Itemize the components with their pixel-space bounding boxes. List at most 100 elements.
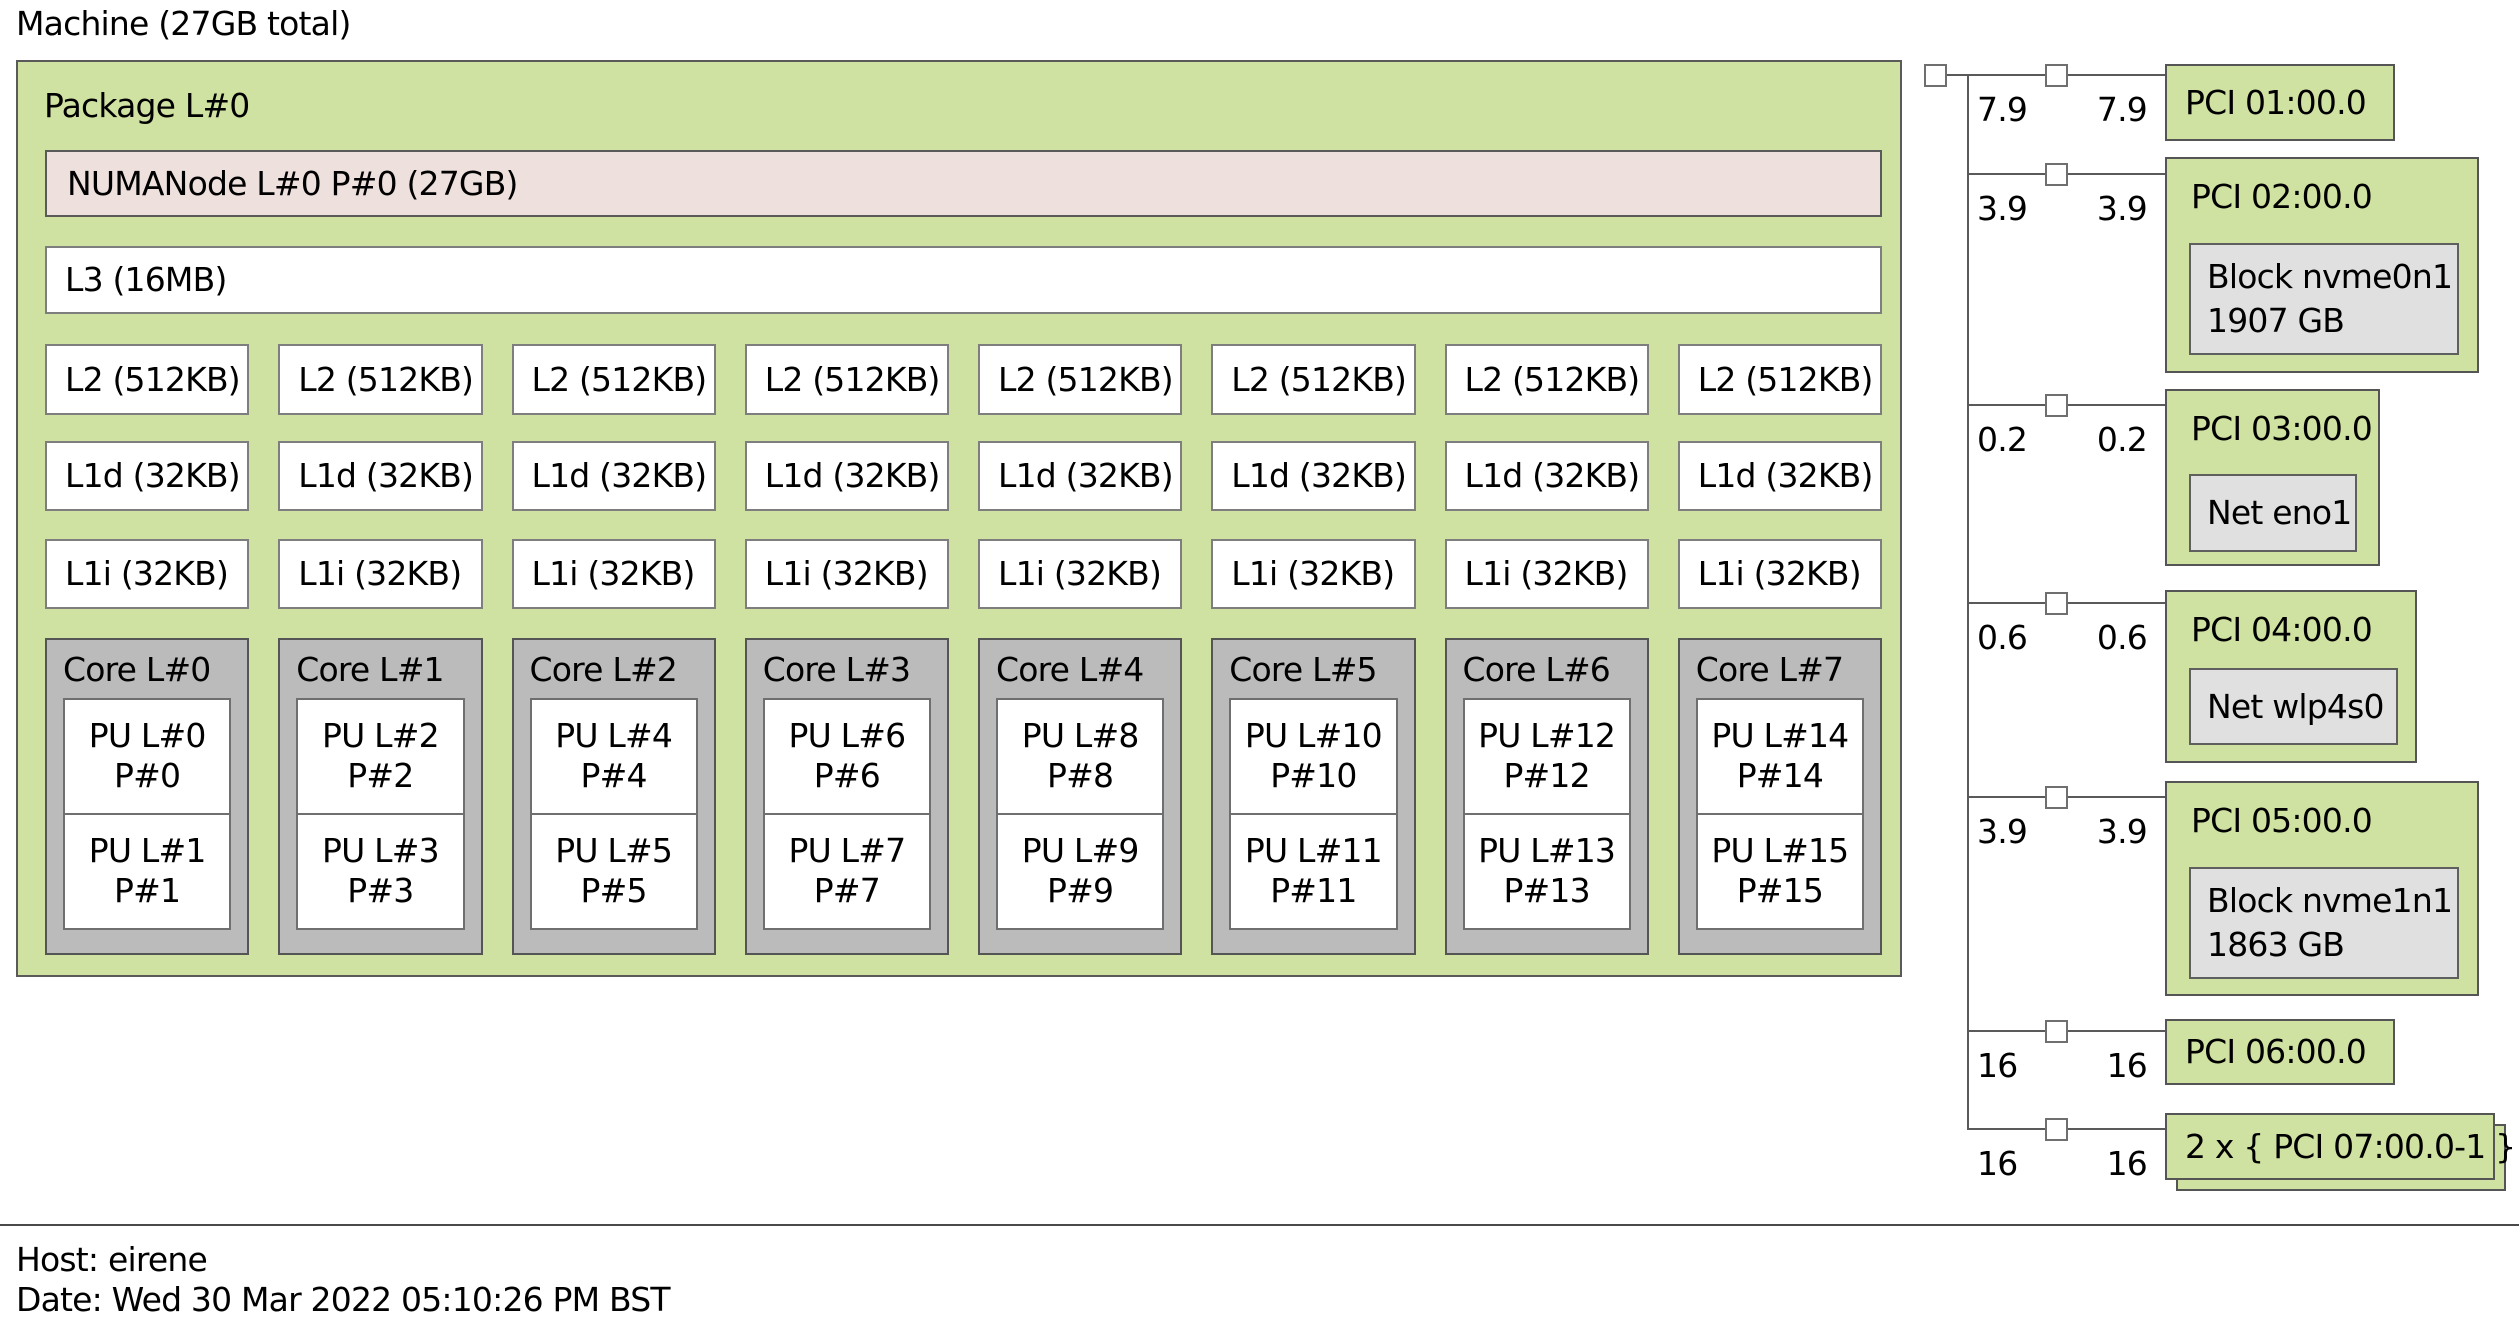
l2-cache-box: L2 (512KB) bbox=[45, 344, 250, 415]
block-device-box: Block nvme1n1 1863 GB bbox=[2189, 867, 2459, 979]
l1i-cache-box: L1i (32KB) bbox=[45, 539, 250, 609]
bridge-connector-line bbox=[1947, 74, 1969, 76]
legend-host: Host: eirene bbox=[16, 1240, 208, 1279]
l1d-cache-box: L1d (32KB) bbox=[45, 441, 250, 511]
pu-stack: PU L#8 P#8 PU L#9 P#9 bbox=[996, 698, 1165, 930]
legend-separator-line bbox=[0, 1224, 2519, 1226]
machine-title: Machine (27GB total) bbox=[16, 4, 351, 43]
link-speed: 16 bbox=[2106, 1046, 2148, 1085]
pu-box: PU L#13 P#13 bbox=[1462, 813, 1631, 930]
pu-box: PU L#6 P#6 bbox=[762, 698, 931, 815]
pci-device-box: PCI 03:00.0 Net eno1 bbox=[2165, 389, 2380, 566]
l1i-cache-box: L1i (32KB) bbox=[511, 539, 716, 609]
pu-box: PU L#11 P#11 bbox=[1229, 813, 1398, 930]
l1i-cache-box: L1i (32KB) bbox=[1444, 539, 1649, 609]
pci-bridge-square bbox=[2045, 786, 2068, 809]
l1i-cache-box: L1i (32KB) bbox=[744, 539, 949, 609]
l2-cache-box: L2 (512KB) bbox=[744, 344, 949, 415]
numa-node-box: NUMANode L#0 P#0 (27GB) bbox=[45, 150, 1882, 217]
link-speed: 3.9 bbox=[1977, 189, 2028, 228]
link-speed: 16 bbox=[1977, 1046, 2018, 1085]
pci-device-box: PCI 04:00.0 Net wlp4s0 bbox=[2165, 590, 2417, 763]
pu-box: PU L#10 P#10 bbox=[1229, 698, 1398, 815]
core-row: Core L#0 PU L#0 P#0 PU L#1 P#1 Core L#1 PU… bbox=[45, 638, 1882, 955]
core-box: Core L#5 PU L#10 P#10 PU L#11 P#11 bbox=[1211, 638, 1416, 955]
pu-stack: PU L#14 P#14 PU L#15 P#15 bbox=[1695, 698, 1864, 930]
core-box: Core L#6 PU L#12 P#12 PU L#13 P#13 bbox=[1444, 638, 1649, 955]
pu-box: PU L#14 P#14 bbox=[1695, 698, 1864, 815]
pu-stack: PU L#12 P#12 PU L#13 P#13 bbox=[1462, 698, 1631, 930]
net-device-box: Net wlp4s0 bbox=[2189, 668, 2398, 745]
pci-bridge-square bbox=[2045, 394, 2068, 417]
link-speed: 0.6 bbox=[1977, 618, 2028, 657]
link-speed: 3.9 bbox=[2096, 189, 2148, 228]
link-speed: 0.2 bbox=[1977, 420, 2028, 459]
l1i-cache-box: L1i (32KB) bbox=[1211, 539, 1416, 609]
pci-bridge-square bbox=[2045, 592, 2068, 615]
l2-cache-box: L2 (512KB) bbox=[1211, 344, 1416, 415]
pu-box: PU L#0 P#0 bbox=[63, 698, 232, 815]
pu-stack: PU L#2 P#2 PU L#3 P#3 bbox=[296, 698, 465, 930]
package-box: Package L#0 NUMANode L#0 P#0 (27GB) L3 (… bbox=[16, 60, 1902, 977]
block-device-box: Block nvme0n1 1907 GB bbox=[2189, 243, 2459, 355]
link-speed: 16 bbox=[2106, 1144, 2148, 1183]
core-box: Core L#1 PU L#2 P#2 PU L#3 P#3 bbox=[278, 638, 483, 955]
l1d-cache-box: L1d (32KB) bbox=[511, 441, 716, 511]
pu-box: PU L#12 P#12 bbox=[1462, 698, 1631, 815]
pu-box: PU L#15 P#15 bbox=[1695, 813, 1864, 930]
l1d-cache-row: L1d (32KB) L1d (32KB) L1d (32KB) L1d (32… bbox=[45, 441, 1882, 511]
link-speed: 16 bbox=[1977, 1144, 2018, 1183]
l2-cache-box: L2 (512KB) bbox=[511, 344, 716, 415]
l1i-cache-box: L1i (32KB) bbox=[1677, 539, 1882, 609]
link-speed: 7.9 bbox=[1977, 90, 2028, 129]
pu-stack: PU L#4 P#4 PU L#5 P#5 bbox=[529, 698, 698, 930]
pci-device-box: PCI 01:00.0 bbox=[2165, 64, 2395, 141]
pci-bridge-square bbox=[2045, 64, 2068, 87]
pci-bridge-square bbox=[2045, 1020, 2068, 1043]
l1d-cache-box: L1d (32KB) bbox=[744, 441, 949, 511]
l1i-cache-row: L1i (32KB) L1i (32KB) L1i (32KB) L1i (32… bbox=[45, 539, 1882, 609]
link-speed: 7.9 bbox=[2096, 90, 2148, 129]
pu-box: PU L#8 P#8 bbox=[996, 698, 1165, 815]
l1i-cache-box: L1i (32KB) bbox=[978, 539, 1183, 609]
host-bridge-square bbox=[1924, 64, 1947, 87]
l2-cache-box: L2 (512KB) bbox=[978, 344, 1183, 415]
core-box: Core L#0 PU L#0 P#0 PU L#1 P#1 bbox=[45, 638, 250, 955]
l2-cache-box: L2 (512KB) bbox=[278, 344, 483, 415]
pu-box: PU L#2 P#2 bbox=[296, 698, 465, 815]
l1d-cache-box: L1d (32KB) bbox=[1211, 441, 1416, 511]
pu-stack: PU L#6 P#6 PU L#7 P#7 bbox=[762, 698, 931, 930]
core-box: Core L#2 PU L#4 P#4 PU L#5 P#5 bbox=[511, 638, 716, 955]
pci-bridge-square bbox=[2045, 1118, 2068, 1141]
core-box: Core L#4 PU L#8 P#8 PU L#9 P#9 bbox=[978, 638, 1183, 955]
pu-box: PU L#9 P#9 bbox=[996, 813, 1165, 930]
l1i-cache-box: L1i (32KB) bbox=[278, 539, 483, 609]
pu-box: PU L#4 P#4 bbox=[529, 698, 698, 815]
l2-cache-box: L2 (512KB) bbox=[1444, 344, 1649, 415]
link-speed: 3.9 bbox=[2096, 812, 2148, 851]
core-box: Core L#7 PU L#14 P#14 PU L#15 P#15 bbox=[1677, 638, 1882, 955]
l1d-cache-box: L1d (32KB) bbox=[1444, 441, 1649, 511]
pu-box: PU L#5 P#5 bbox=[529, 813, 698, 930]
l3-cache-label: L3 (16MB) bbox=[65, 260, 227, 299]
pu-box: PU L#7 P#7 bbox=[762, 813, 931, 930]
net-device-box: Net eno1 bbox=[2189, 474, 2357, 552]
l2-cache-box: L2 (512KB) bbox=[1677, 344, 1882, 415]
l2-cache-row: L2 (512KB) L2 (512KB) L2 (512KB) L2 (512… bbox=[45, 344, 1882, 415]
numa-node-label: NUMANode L#0 P#0 (27GB) bbox=[67, 163, 518, 203]
pu-stack: PU L#0 P#0 PU L#1 P#1 bbox=[63, 698, 232, 930]
core-box: Core L#3 PU L#6 P#6 PU L#7 P#7 bbox=[744, 638, 949, 955]
link-speed: 3.9 bbox=[1977, 812, 2028, 851]
l1d-cache-box: L1d (32KB) bbox=[978, 441, 1183, 511]
pci-device-group-box: 2 x { PCI 07:00.0-1 } bbox=[2165, 1113, 2516, 1180]
package-label: Package L#0 bbox=[44, 86, 250, 125]
pu-box: PU L#1 P#1 bbox=[63, 813, 232, 930]
pci-device-box: PCI 06:00.0 bbox=[2165, 1019, 2395, 1085]
l3-cache-box: L3 (16MB) bbox=[45, 246, 1882, 314]
pu-stack: PU L#10 P#10 PU L#11 P#11 bbox=[1229, 698, 1398, 930]
pci-device-box: PCI 05:00.0 Block nvme1n1 1863 GB bbox=[2165, 781, 2479, 996]
pu-box: PU L#3 P#3 bbox=[296, 813, 465, 930]
l1d-cache-box: L1d (32KB) bbox=[1677, 441, 1882, 511]
pci-device-box: PCI 02:00.0 Block nvme0n1 1907 GB bbox=[2165, 157, 2479, 373]
